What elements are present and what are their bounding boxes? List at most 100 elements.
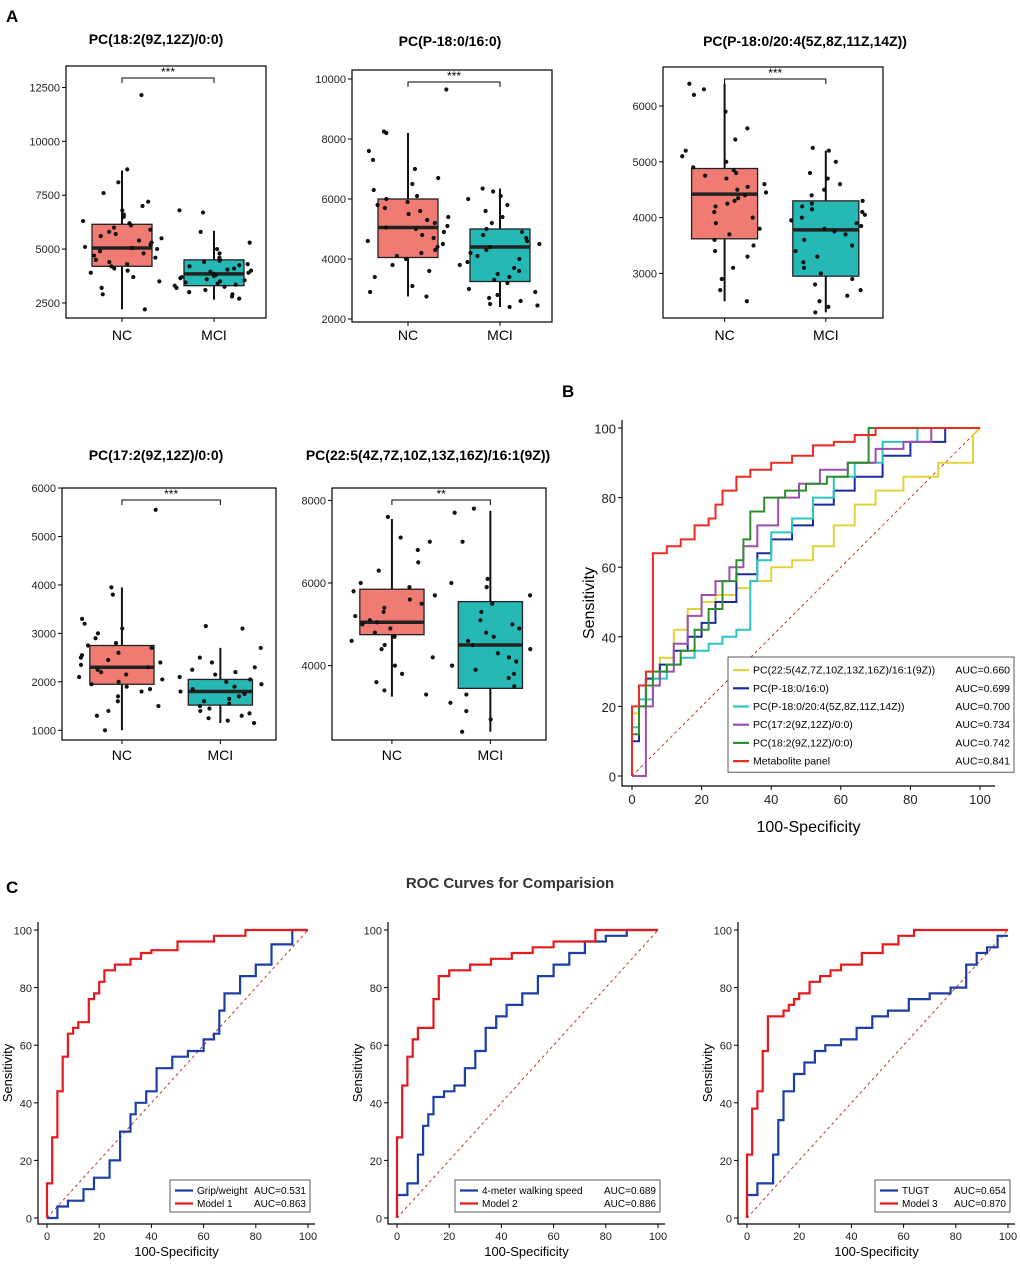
data-point (762, 182, 767, 187)
data-point (159, 236, 164, 241)
legend-label: PC(17:2(9Z,12Z)/0:0) (753, 719, 853, 731)
data-point (703, 173, 708, 178)
data-point (394, 253, 399, 259)
data-point (399, 671, 405, 677)
y-axis-label: Sensitivity (0, 1043, 15, 1102)
data-point (155, 246, 160, 252)
chart-title: PC(P-18:0/16:0) (399, 33, 502, 49)
x-axis-label: 100-Specificity (834, 1244, 919, 1259)
data-point (419, 250, 424, 256)
data-point (484, 247, 489, 253)
data-point (360, 622, 365, 627)
data-point (147, 687, 153, 692)
data-point (680, 154, 685, 159)
data-point (457, 262, 462, 268)
data-point (82, 244, 88, 250)
data-point (815, 254, 820, 259)
data-point (419, 601, 424, 606)
x-category-label: NC (112, 327, 132, 343)
data-point (432, 220, 437, 226)
x-tick-label: 100 (999, 1231, 1017, 1243)
data-point (375, 202, 380, 208)
y-tick-label: 4000 (32, 580, 56, 592)
y-tick-label: 12500 (29, 83, 60, 95)
significance-bracket (121, 499, 221, 505)
data-point (177, 208, 182, 213)
data-point (110, 592, 115, 597)
reference-diagonal (631, 427, 981, 777)
data-point (484, 630, 489, 635)
axes-lines (387, 922, 665, 1225)
data-point (535, 303, 540, 308)
x-category-label: MCI (487, 327, 513, 343)
data-point (240, 626, 245, 631)
panel-label-b: B (562, 382, 574, 401)
data-point (807, 170, 813, 176)
data-point (510, 622, 515, 627)
data-point (120, 626, 125, 631)
data-point (187, 290, 192, 295)
data-point (213, 672, 218, 677)
data-point (95, 667, 100, 672)
x-tick-label: 40 (495, 1231, 507, 1243)
data-point (148, 242, 153, 247)
y-axis-label: Sensitivity (350, 1043, 365, 1102)
data-point (460, 729, 465, 734)
x-category-label: NC (382, 747, 402, 763)
significance-bracket (121, 77, 215, 83)
x-category-label: NC (112, 747, 132, 763)
x-category-label: MCI (813, 327, 839, 343)
data-point (485, 576, 490, 581)
data-point (440, 241, 445, 247)
y-tick-label: 100 (364, 926, 382, 938)
data-point (106, 708, 111, 714)
y-tick-label: 80 (720, 983, 732, 995)
data-point (449, 580, 454, 586)
data-point (227, 701, 232, 706)
data-point (113, 231, 118, 237)
data-point (115, 699, 120, 704)
data-point (413, 226, 419, 232)
data-point (495, 271, 500, 277)
data-point (537, 241, 542, 247)
legend-auc: AUC=0.870 (954, 1199, 1006, 1210)
significance-stars: *** (768, 66, 782, 80)
data-point (97, 249, 103, 254)
data-point (112, 266, 117, 271)
data-point (466, 638, 471, 643)
data-point (487, 295, 492, 301)
data-point (233, 282, 238, 287)
data-point (464, 708, 469, 714)
data-point (424, 692, 429, 697)
data-point (77, 674, 82, 680)
data-point (484, 585, 489, 590)
panel-label-c: C (6, 878, 18, 897)
data-point (116, 679, 121, 684)
data-point (201, 699, 207, 704)
y-tick-label: 100 (14, 926, 32, 938)
data-point (111, 225, 117, 230)
data-point (372, 274, 377, 280)
data-point (505, 202, 510, 208)
y-tick-label: 4000 (633, 213, 657, 225)
data-point (367, 618, 372, 623)
legend-label: Model 1 (197, 1199, 233, 1210)
data-point (224, 679, 229, 684)
data-point (99, 670, 104, 675)
data-point (124, 672, 129, 677)
data-point (487, 244, 493, 250)
legend-box (454, 1179, 661, 1213)
y-tick-label: 6000 (633, 101, 657, 113)
roc-chart-b: 0 20 40 60 80 100 0 20 40 60 80 100 100-Specificity S… (581, 420, 1015, 836)
data-point (489, 220, 494, 226)
data-point (197, 655, 202, 660)
roc-curve-model-3 (745, 928, 1008, 1218)
data-point (448, 700, 453, 705)
data-point (735, 187, 740, 192)
data-point (490, 601, 495, 606)
data-point (146, 199, 151, 204)
data-point (479, 609, 484, 615)
data-point (745, 184, 750, 190)
x-tick-label: 80 (600, 1231, 612, 1243)
y-tick-label: 1000 (32, 725, 56, 737)
